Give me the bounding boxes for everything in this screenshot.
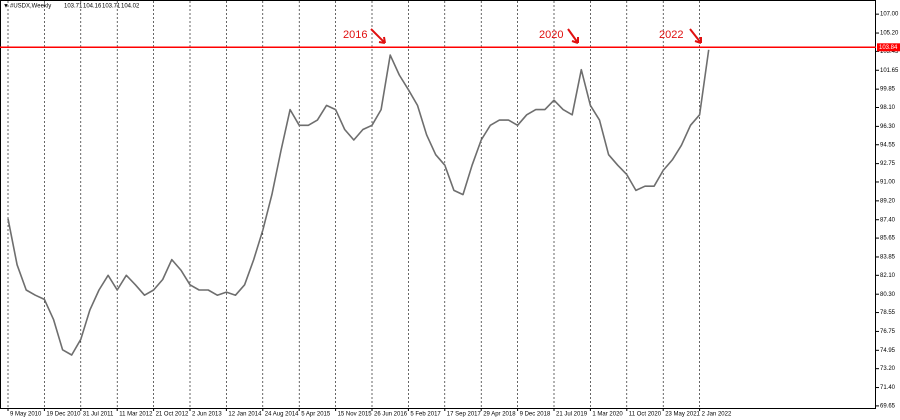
x-tick-label: 31 Jul 2011: [83, 412, 114, 418]
y-tick-label: 105.20: [880, 31, 899, 37]
header-high: 104.16: [83, 4, 102, 10]
y-tick-label: 91.00: [880, 180, 896, 186]
y-tick-label: 74.95: [880, 348, 896, 354]
annotations: 2016 2020 2022: [343, 28, 702, 44]
x-tick-label: 17 Sep 2017: [447, 412, 482, 418]
y-tick-label: 76.75: [880, 329, 896, 335]
x-tick-label: 2 Jun 2013: [192, 412, 222, 418]
header-symbol: #USDX,Weekly: [10, 4, 51, 10]
y-tick-label: 103.45: [880, 49, 899, 55]
x-tick-label: 21 Oct 2012: [156, 412, 189, 418]
x-tick-label: 21 Jul 2019: [556, 412, 588, 418]
x-tick-label: 9 Dec 2018: [520, 412, 551, 418]
header: ▼ #USDX,Weekly 103.71 104.16 103.71 104.…: [3, 4, 140, 10]
arrow: [567, 28, 579, 44]
x-tick-label: 2 Jan 2022: [702, 412, 732, 418]
y-tick-label: 73.20: [880, 366, 896, 372]
x-tick-label: 24 Aug 2014: [265, 412, 299, 418]
y-tick-label: 107.00: [880, 12, 899, 18]
y-tick-label: 85.65: [880, 236, 896, 242]
y-tick-label: 89.20: [880, 198, 896, 204]
x-tick-label: 11 Mar 2012: [119, 412, 153, 418]
x-tick-label: 5 Feb 2017: [410, 412, 441, 418]
y-tick-label: 101.65: [880, 68, 899, 74]
x-tick-label: 9 May 2010: [10, 412, 42, 418]
x-tick-label: 5 Apr 2015: [301, 412, 331, 418]
annotation: 2022: [659, 29, 683, 41]
header-close: 104.02: [121, 4, 140, 10]
level-label: 103.84: [879, 45, 898, 51]
y-tick-label: 94.55: [880, 142, 896, 148]
header-low: 103.71: [102, 4, 121, 10]
price-line: [7, 49, 710, 356]
y-tick-label: 98.10: [880, 105, 896, 111]
y-tick-label: 82.10: [880, 273, 896, 279]
arrow: [370, 28, 386, 44]
y-tick-label: 87.40: [880, 217, 896, 223]
y-tick-label: 78.55: [880, 310, 896, 316]
x-tick-label: 29 Apr 2018: [483, 412, 516, 418]
annotation: 2020: [539, 29, 563, 41]
header-arrow: ▼: [3, 4, 9, 10]
x-tick-label: 26 Jun 2016: [374, 412, 408, 418]
x-tick-label: 1 Mar 2020: [592, 412, 623, 418]
x-tick-label: 15 Nov 2015: [338, 412, 373, 418]
plot-frame: [0, 0, 876, 409]
x-tick-label: 19 Dec 2010: [46, 412, 81, 418]
y-tick-label: 69.65: [880, 403, 896, 409]
x-tick-label: 12 Jan 2014: [228, 412, 262, 418]
y-tick-label: 71.40: [880, 385, 896, 391]
annotation: 2016: [343, 29, 367, 41]
x-tick-label: 23 May 2021: [665, 412, 700, 418]
y-tick-label: 99.85: [880, 87, 896, 93]
y-tick-label: 80.30: [880, 292, 896, 298]
header-open: 103.71: [64, 4, 83, 10]
level-label-box: [877, 43, 900, 52]
x-tick-label: 11 Oct 2020: [629, 412, 662, 418]
arrow: [689, 28, 702, 44]
y-tick-label: 96.30: [880, 124, 896, 130]
y-tick-label: 83.85: [880, 255, 896, 261]
y-tick-label: 92.75: [880, 161, 896, 167]
